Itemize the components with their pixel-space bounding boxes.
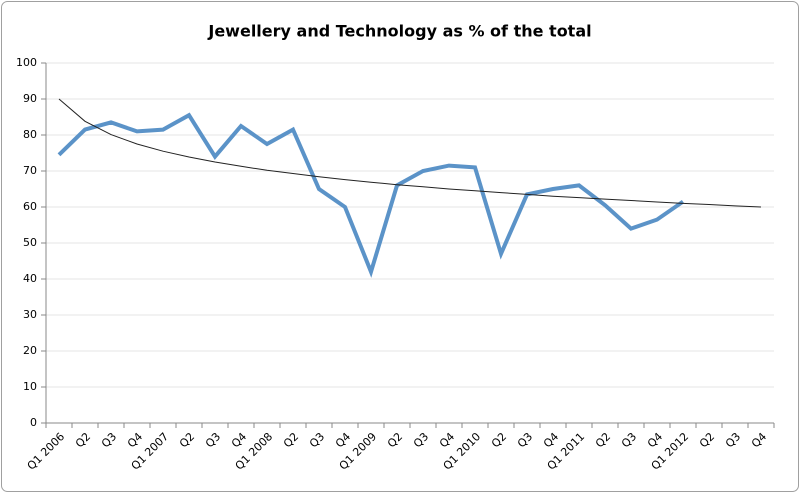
y-tick-label: 0: [30, 416, 37, 429]
y-tick-label: 50: [23, 236, 37, 249]
series-line: [58, 98, 762, 208]
y-tick-label: 100: [16, 56, 37, 69]
chart-title: Jewellery and Technology as % of the tot…: [207, 22, 591, 41]
series-line: [57, 112, 685, 278]
y-tick-label: 70: [23, 164, 37, 177]
y-tick-label: 20: [23, 344, 37, 357]
y-tick-label: 80: [23, 128, 37, 141]
y-tick-label: 40: [23, 272, 37, 285]
y-tick-label: 10: [23, 380, 37, 393]
y-tick-label: 90: [23, 92, 37, 105]
y-tick-label: 30: [23, 308, 37, 321]
plot: [57, 98, 762, 278]
y-tick-label: 60: [23, 200, 37, 213]
